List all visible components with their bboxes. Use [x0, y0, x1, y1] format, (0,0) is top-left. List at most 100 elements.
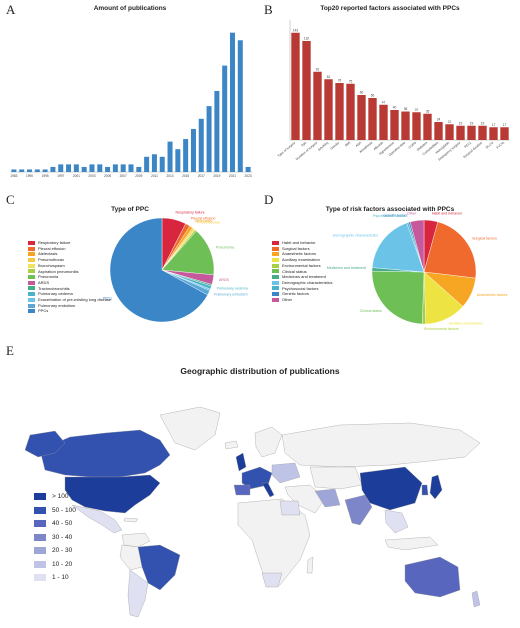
chart-d-slice-1	[423, 221, 477, 279]
chart-b-data-label: 40	[393, 106, 397, 110]
chart-a-bar-2019	[214, 90, 220, 172]
chart-a-bar-2011	[151, 154, 157, 172]
chart-a-tick-label: 2005	[104, 174, 111, 178]
chart-b-category-label: Gender	[329, 140, 340, 151]
chart-b-category-label: FEV1	[463, 141, 472, 149]
chart-c-callout: Atelectasis	[195, 219, 213, 223]
panel-letter-a: A	[6, 2, 16, 17]
map-iran	[314, 488, 341, 508]
chart-a-bar-2009	[136, 166, 142, 172]
chart-c-callout: PPCs	[103, 297, 112, 301]
chart-a-bar-2022	[237, 40, 243, 173]
chart-a-tick-label: 2019	[213, 174, 220, 178]
chart-c-legend-swatch	[28, 309, 35, 314]
chart-c-legend-label: ARDS	[38, 279, 50, 285]
chart-d-legend: Habit and behavior Surgical factors Anaest…	[272, 240, 332, 303]
chart-a-tick-label: 2011	[151, 174, 158, 178]
chart-d-legend-item: Demographic characteristics	[272, 280, 332, 286]
chart-a-bar-1986	[19, 169, 25, 172]
chart-d-legend-label: Surgical factors	[282, 245, 310, 251]
chart-c-title: Type of PPC	[111, 206, 149, 213]
chart-c-legend-swatch	[28, 257, 35, 262]
chart-c-legend-item: Atelectasis	[28, 251, 111, 257]
chart-b-data-label: 132	[304, 37, 310, 41]
chart-c-legend-item: Pneumothorax	[28, 257, 111, 263]
chart-b-data-label: 143	[293, 28, 299, 32]
chart-a-bar-2001	[73, 164, 79, 172]
chart-c-legend-swatch	[28, 286, 35, 291]
chart-c-legend-swatch	[28, 252, 35, 257]
chart-d-risk-pie: Habit and behavior Surgical factors Anaest…	[327, 212, 508, 331]
chart-d-legend-swatch	[272, 246, 279, 251]
chart-d-legend-item: Genetic factors	[272, 291, 332, 297]
chart-b-data-label: 56	[371, 94, 375, 98]
chart-a-tick-label: 1997	[57, 174, 64, 178]
chart-a-bar-2003	[89, 164, 95, 172]
chart-a-bar-2017	[198, 118, 204, 172]
chart-a-bar-2005	[105, 166, 111, 172]
map-legend-swatch	[34, 520, 46, 528]
chart-d-legend-label: Environmental factors	[282, 262, 321, 268]
map-legend-swatch	[34, 533, 46, 541]
map-legend-item: 30 - 40	[34, 531, 76, 545]
chart-d-legend-swatch	[272, 292, 279, 297]
chart-b-bar-1	[302, 41, 311, 140]
chart-c-legend: Respiratory failure Pleural effusion Atele…	[28, 240, 111, 314]
chart-c-legend-swatch	[28, 263, 35, 268]
chart-d-legend-item: Habit and behavior	[272, 240, 332, 246]
chart-b-data-label: 21	[448, 120, 452, 124]
chart-b-bar-12	[423, 113, 432, 140]
chart-d-legend-item: Psychosocial factors	[272, 286, 332, 292]
chart-b-data-label: 37	[415, 108, 419, 112]
chart-c-legend-item: Bronchospasm	[28, 263, 111, 269]
chart-b-data-label: 91	[316, 67, 320, 71]
chart-d-callout: Anaesthetic factors	[477, 293, 508, 297]
chart-b-data-label: 75	[349, 79, 353, 83]
chart-c-legend-swatch	[28, 240, 35, 245]
chart-c-legend-item: Exacerbation of pre-existing lung diseas…	[28, 297, 111, 303]
chart-c-legend-label: Atelectasis	[38, 251, 58, 257]
map-legend-label: 20 - 30	[52, 547, 73, 555]
chart-c-legend-label: Pulmonary embolism	[38, 302, 76, 308]
chart-b-category-label: Smoking	[317, 141, 329, 152]
chart-b-data-label: 24	[437, 118, 441, 122]
chart-b-category-label: BMI	[344, 141, 351, 148]
chart-b-data-label: 19	[470, 121, 474, 125]
chart-c-callout: Pulmonary embolism	[214, 293, 248, 297]
chart-d-legend-swatch	[272, 297, 279, 302]
map-legend-item: > 100	[34, 490, 76, 504]
chart-a-bar-2004	[97, 164, 103, 172]
chart-b-bar-3	[324, 79, 333, 140]
chart-a-bar-2014	[175, 149, 181, 172]
chart-b-bar-9	[390, 110, 399, 140]
chart-c-legend-item: ARDS	[28, 280, 111, 286]
chart-d-legend-label: Habit and behavior	[282, 240, 316, 245]
map-alaska	[24, 430, 66, 458]
chart-c-legend-swatch	[28, 269, 35, 274]
chart-c-legend-label: Pleural effusion	[38, 245, 66, 251]
map-korea	[421, 484, 429, 496]
chart-c-slice-6	[161, 230, 215, 276]
chart-d-legend-item: Auxiliary examination	[272, 257, 332, 263]
chart-a-bar-1999	[66, 164, 72, 172]
map-china	[359, 466, 423, 511]
chart-b-data-label: 19	[481, 121, 485, 125]
chart-a-tick-label: 1990	[26, 174, 33, 178]
chart-b-category-label: Type of surgery	[277, 140, 297, 157]
chart-a-bar-1992	[34, 169, 40, 172]
chart-d-legend-swatch	[272, 275, 279, 280]
chart-d-legend-item: Environmental factors	[272, 263, 332, 269]
chart-c-legend-label: Tracheobronchitis	[38, 285, 70, 291]
chart-d-legend-swatch	[272, 240, 279, 245]
chart-b-bar-6	[357, 95, 366, 140]
chart-a-bar-2006	[112, 164, 118, 172]
chart-c-legend-label: Aspiration pneumonitis	[38, 268, 79, 274]
chart-d-legend-label: Demographic characteristics	[282, 279, 333, 285]
chart-a-bar-1983	[11, 169, 17, 172]
chart-d-slice-10	[409, 219, 425, 273]
chart-d-legend-label: Clinical status	[282, 268, 307, 274]
map-russia	[281, 422, 481, 468]
chart-a-bar-1990	[27, 169, 33, 172]
chart-d-legend-swatch	[272, 280, 279, 285]
